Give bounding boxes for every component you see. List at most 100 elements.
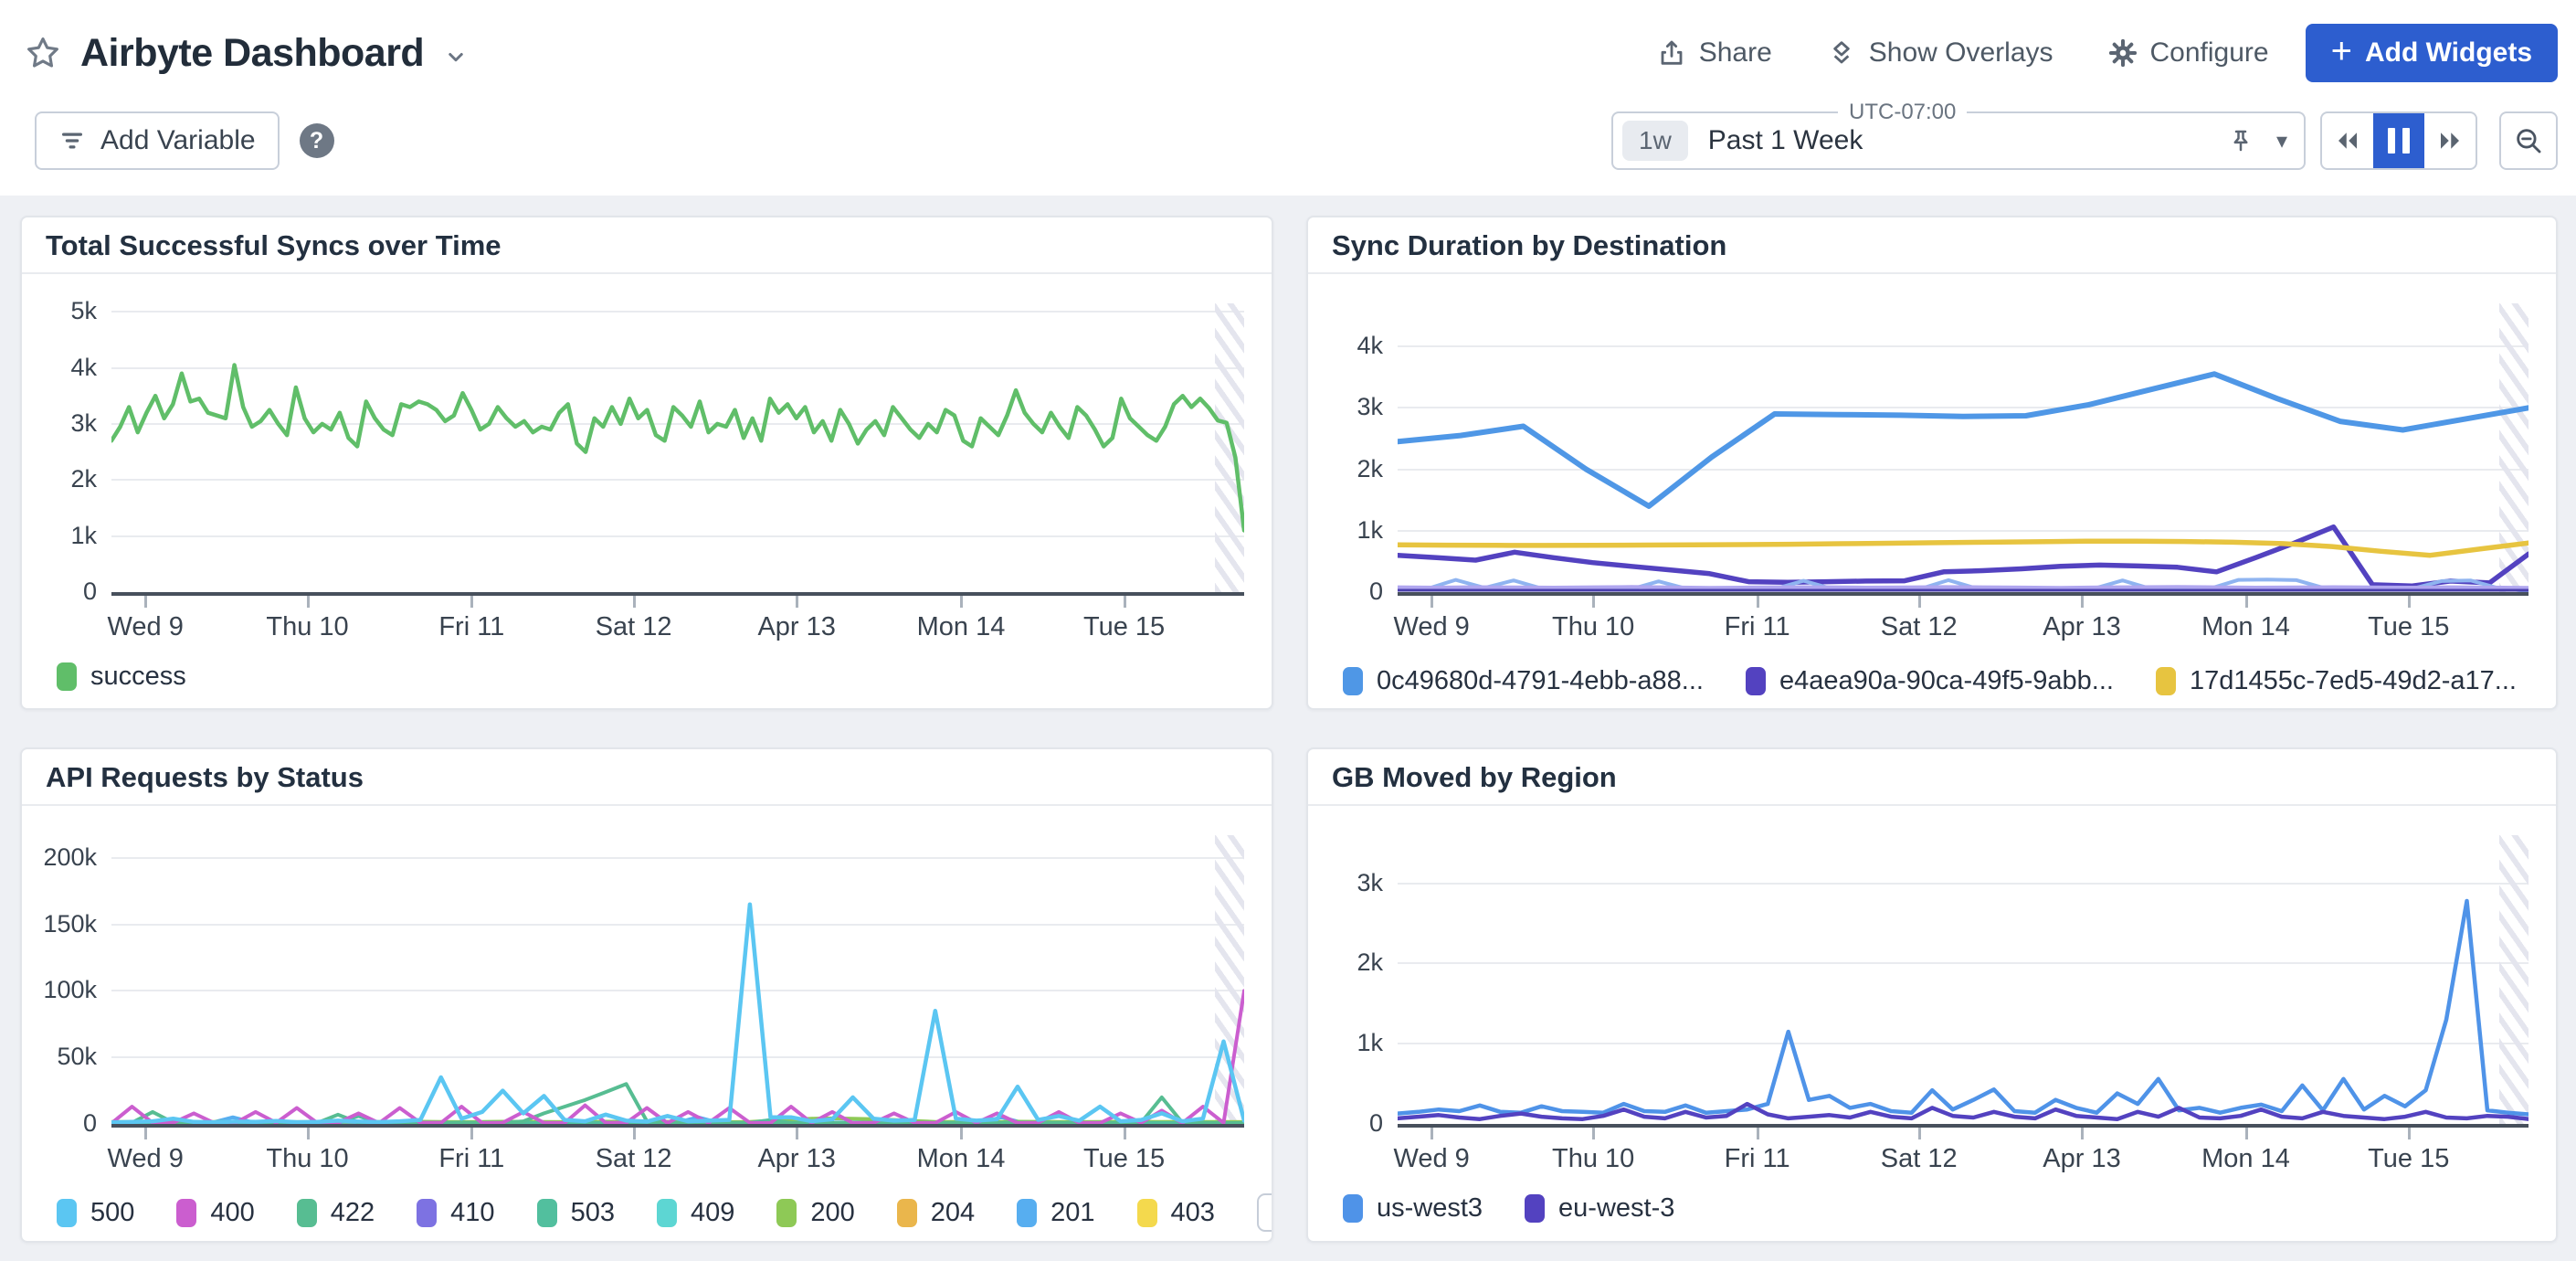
legend-label: 409 [691,1198,734,1228]
legend-swatch [297,1199,317,1227]
plot-area[interactable] [111,835,1244,1128]
plot-area[interactable] [111,303,1244,596]
widget-sync-duration-by-destination: Sync Duration by Destination 01k2k3k4k W… [1306,216,2558,710]
x-tick-label: Sat 12 [596,612,672,642]
series-0c49680d-4791-4ebb-a88... [1398,374,2528,506]
series-17d1455c-7ed5-49d2-a17... [1398,541,2528,556]
zoom-out-button[interactable] [2499,111,2558,170]
chart-series-lines [1398,303,2528,592]
legend-item[interactable]: 201 [1017,1198,1094,1228]
add-variable-label: Add Variable [100,125,256,156]
favorite-star-icon[interactable] [24,34,62,72]
legend-label: e4aea90a-90ca-49f5-9abb... [1779,666,2114,696]
legend-swatch [417,1199,437,1227]
configure-button[interactable]: Configure [2108,37,2269,69]
legend-item[interactable]: e4aea90a-90ca-49f5-9abb... [1746,666,2114,696]
x-tickmark [1124,1128,1126,1139]
plot-area[interactable] [1398,835,2528,1128]
legend-item[interactable]: 403 [1137,1198,1215,1228]
x-tickmark [1918,1128,1921,1139]
y-tick-label: 150k [43,910,97,938]
legend-label: 200 [810,1198,854,1228]
x-tick-label: Wed 9 [108,1144,184,1174]
time-range-chip[interactable]: 1w [1622,121,1688,161]
legend-item[interactable]: 17d1455c-7ed5-49d2-a17... [2156,666,2517,696]
x-tick-label: Thu 10 [1552,1144,1634,1174]
x-tick-label: Fri 11 [438,1144,504,1174]
add-widgets-label: Add Widgets [2365,37,2532,69]
help-icon[interactable]: ? [300,123,334,158]
time-range-picker[interactable]: UTC-07:00 1w Past 1 Week ▾ [1611,111,2306,170]
x-tick-label: Wed 9 [1393,612,1469,642]
plus-icon: + [2331,33,2352,69]
y-tick-label: 1k [1357,516,1383,545]
legend-item[interactable]: eu-west-3 [1525,1193,1674,1224]
legend-label: 201 [1050,1198,1094,1228]
legend-item[interactable]: 500 [57,1198,134,1228]
caret-down-icon[interactable]: ▾ [2276,128,2287,154]
dashboard-header: Airbyte Dashboard Share Show Overlays [0,0,2576,196]
x-tickmark [960,596,963,608]
x-tickmark [2408,596,2411,608]
legend-label: 422 [331,1198,375,1228]
x-tickmark [960,1128,963,1139]
widget-title: API Requests by Status [22,749,1272,806]
chevron-down-icon[interactable] [442,43,470,70]
legend-item[interactable]: 422 [297,1198,375,1228]
x-tickmark [144,596,147,608]
legend-more-button[interactable]: +4 [1257,1193,1273,1232]
legend-swatch [776,1199,797,1227]
legend-label: 204 [931,1198,975,1228]
x-tickmark [796,596,798,608]
add-variable-button[interactable]: Add Variable [35,111,280,170]
legend-swatch [2156,667,2176,695]
y-tick-label: 0 [1369,1109,1383,1138]
legend-item[interactable]: us-west3 [1343,1193,1483,1224]
x-tick-label: Fri 11 [1725,612,1790,642]
show-overlays-button[interactable]: Show Overlays [1827,37,2053,69]
x-tick-label: Tue 15 [2368,612,2449,642]
y-axis: 050k100k150k200k [35,835,111,1179]
series-us-west3 [1398,901,2528,1115]
y-tick-label: 4k [70,354,97,382]
legend-swatch [1137,1199,1157,1227]
y-tick-label: 50k [57,1043,97,1071]
add-widgets-button[interactable]: + Add Widgets [2306,24,2558,82]
x-tick-label: Sat 12 [1881,612,1958,642]
chart-series-lines [111,303,1244,592]
x-tick-label: Mon 14 [917,612,1006,642]
legend-item[interactable]: 410 [417,1198,494,1228]
time-nav-group [2320,111,2477,170]
pause-button[interactable] [2373,113,2424,168]
legend-item[interactable]: 400 [176,1198,254,1228]
legend-swatch [1343,1194,1363,1223]
time-forward-button[interactable] [2424,113,2476,168]
share-button[interactable]: Share [1657,37,1772,69]
x-tickmark [2408,1128,2411,1139]
x-tickmark [1431,596,1433,608]
legend-item[interactable]: success [57,662,186,692]
pin-icon[interactable] [2227,127,2254,154]
legend-item[interactable]: 204 [897,1198,975,1228]
widget-title: Total Successful Syncs over Time [22,217,1272,274]
legend-swatch [1017,1199,1037,1227]
legend-swatch [897,1199,917,1227]
x-tickmark [307,1128,310,1139]
time-backward-button[interactable] [2322,113,2373,168]
x-tickmark [2081,1128,2084,1139]
legend-item[interactable]: 409 [657,1198,734,1228]
legend-item[interactable]: 200 [776,1198,854,1228]
y-tick-label: 4k [1357,332,1383,360]
plot-area[interactable] [1398,303,2528,596]
time-range-label: Past 1 Week [1708,125,1863,156]
widget-title: Sync Duration by Destination [1308,217,2556,274]
x-tick-label: Fri 11 [438,612,504,642]
fast-forward-icon [2436,127,2464,154]
legend-item[interactable]: 0c49680d-4791-4ebb-a88... [1343,666,1704,696]
legend-label: 403 [1171,1198,1215,1228]
legend-item[interactable]: 503 [537,1198,615,1228]
y-tick-label: 3k [1357,393,1383,421]
x-axis: Wed 9Thu 10Fri 11Sat 12Apr 13Mon 14Tue 1… [1398,596,2528,647]
x-tick-label: Thu 10 [266,612,348,642]
x-tick-label: Tue 15 [2368,1144,2449,1174]
